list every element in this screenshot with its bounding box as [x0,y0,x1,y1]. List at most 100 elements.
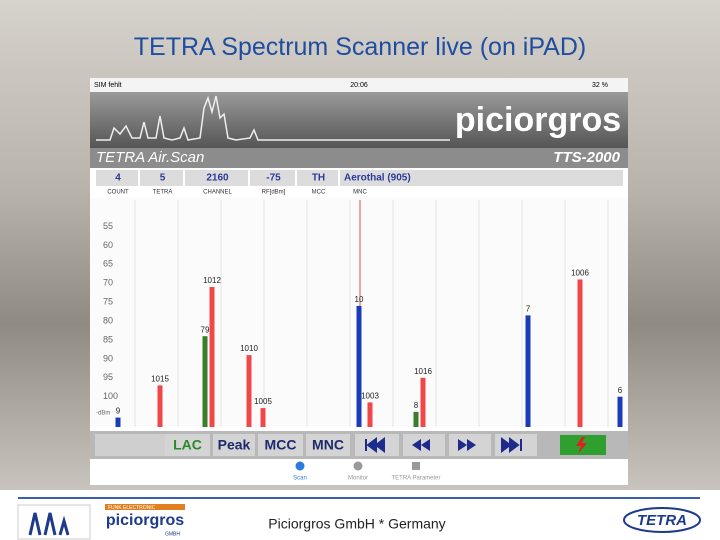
funk-band [105,504,185,510]
bar [367,402,373,427]
tab-label[interactable]: Monitor [348,476,368,482]
bar [420,377,426,427]
y-tick-label: 80 [103,315,113,325]
info-value: 2160 [206,173,229,184]
status-bar [90,78,628,92]
tetra-logo: TETRA [637,512,687,529]
info-label: CHANNEL [203,190,232,196]
info-value: 4 [115,173,121,184]
tool-button[interactable] [258,434,303,456]
unit-label: -dBm [96,411,110,417]
bar-label: 8 [414,401,419,410]
bar-label: 1006 [571,269,589,278]
info-value: 5 [160,173,166,184]
time: 20:06 [350,82,368,89]
tabs: Scan Monitor TETRA Parameter [293,461,441,482]
power-icon [576,437,587,454]
first-icon [365,437,385,453]
bar [209,287,215,427]
product-band [90,148,628,168]
y-tick-label: 85 [103,334,113,344]
tool-button-label[interactable]: MCC [265,437,297,453]
brand-logo: piciorgros [455,101,621,139]
info-value: TH [312,173,325,184]
funk-text: FUNK ELECTRONIC [108,505,156,511]
info-cell [250,170,295,186]
info-label: MNC [353,190,367,196]
tab-label[interactable]: Scan [293,476,307,482]
tool-button[interactable] [165,434,210,456]
bar [260,408,266,427]
bar [356,305,362,427]
bar [246,355,252,427]
bar-label: 6 [618,386,623,395]
tool-button-label[interactable]: Peak [218,437,251,453]
bar [525,315,531,427]
carrier: SIM fehlt [94,82,122,89]
back-icon [412,439,430,451]
bar [157,385,163,427]
y-tick-label: 60 [103,240,113,250]
tool-button-label[interactable]: LAC [173,437,202,453]
info-cell [185,170,248,186]
buttons: LAC Peak MCC MNC [165,434,350,456]
tool-button[interactable] [213,434,255,456]
app-view: SIM fehlt 20:06 32 % piciorgros TETRA Ai… [90,78,628,485]
city-logo-mark [28,512,70,536]
tetra-ring [623,507,701,533]
tab-icon[interactable] [412,462,420,470]
info-value: -75 [266,173,281,184]
model-name: TTS-2000 [553,149,620,166]
bar-label: 7 [526,305,531,314]
y-tick-label: 55 [103,221,113,231]
bar-label: 79 [201,325,210,334]
y-tick-label: 65 [103,259,113,269]
y-tick-label: 75 [103,297,113,307]
forward-icon [458,439,476,451]
bar-label: 1003 [361,392,379,401]
button-blank [95,434,165,456]
battery: 32 % [592,82,608,89]
bar-label: 1015 [151,374,169,383]
skyline [96,95,450,141]
info-cell [96,170,138,186]
bar-label: 1012 [203,276,221,285]
app-screenshot: SIM fehlt 20:06 32 % piciorgros TETRA Ai… [90,78,628,485]
tab-icon[interactable] [353,461,363,471]
bar-label: 9 [116,407,121,416]
footer-text: Piciorgros GmbH * Germany [268,516,445,532]
tab-icon[interactable] [295,461,305,471]
bar-label: 1010 [240,344,258,353]
info-label: MCC [312,190,326,196]
bar-label: 1005 [254,397,272,406]
bar [202,336,208,427]
tool-button[interactable] [306,434,350,456]
info-label: RF[dBm] [262,190,286,196]
info-cell [340,170,623,186]
y-tick-label: 70 [103,278,113,288]
bar [413,411,419,427]
y-tick-label: 100 [103,391,118,401]
bar [115,417,121,427]
bar [617,396,623,427]
product-name: TETRA Air.Scan [96,149,204,166]
info-row: 4 COUNT 5 TETRA 2160 CHANNEL -75 RF[dBm] TH MCC Ae… [96,170,623,196]
footer-logo: piciorgros [106,512,184,529]
tool-button-label[interactable]: MNC [312,437,344,453]
info-cell [140,170,183,186]
tab-label[interactable]: TETRA Parameter [391,476,440,482]
footer-graphics: FUNK ELECTRONIC piciorgros GMBH Piciorgr… [17,497,701,540]
footer: FUNK ELECTRONIC piciorgros GMBH Piciorgr… [0,490,720,540]
y-tick-label: 95 [103,372,113,382]
info-cell [297,170,338,186]
bar [577,279,583,427]
slide-title: TETRA Spectrum Scanner live (on iPAD) [133,33,587,61]
info-label: COUNT [107,190,129,196]
bar-label: 10 [355,295,364,304]
last-icon [501,437,522,453]
gmbh-text: GMBH [165,531,180,537]
info-value: Aerothal (905) [344,173,411,184]
transport-controls [355,434,606,456]
